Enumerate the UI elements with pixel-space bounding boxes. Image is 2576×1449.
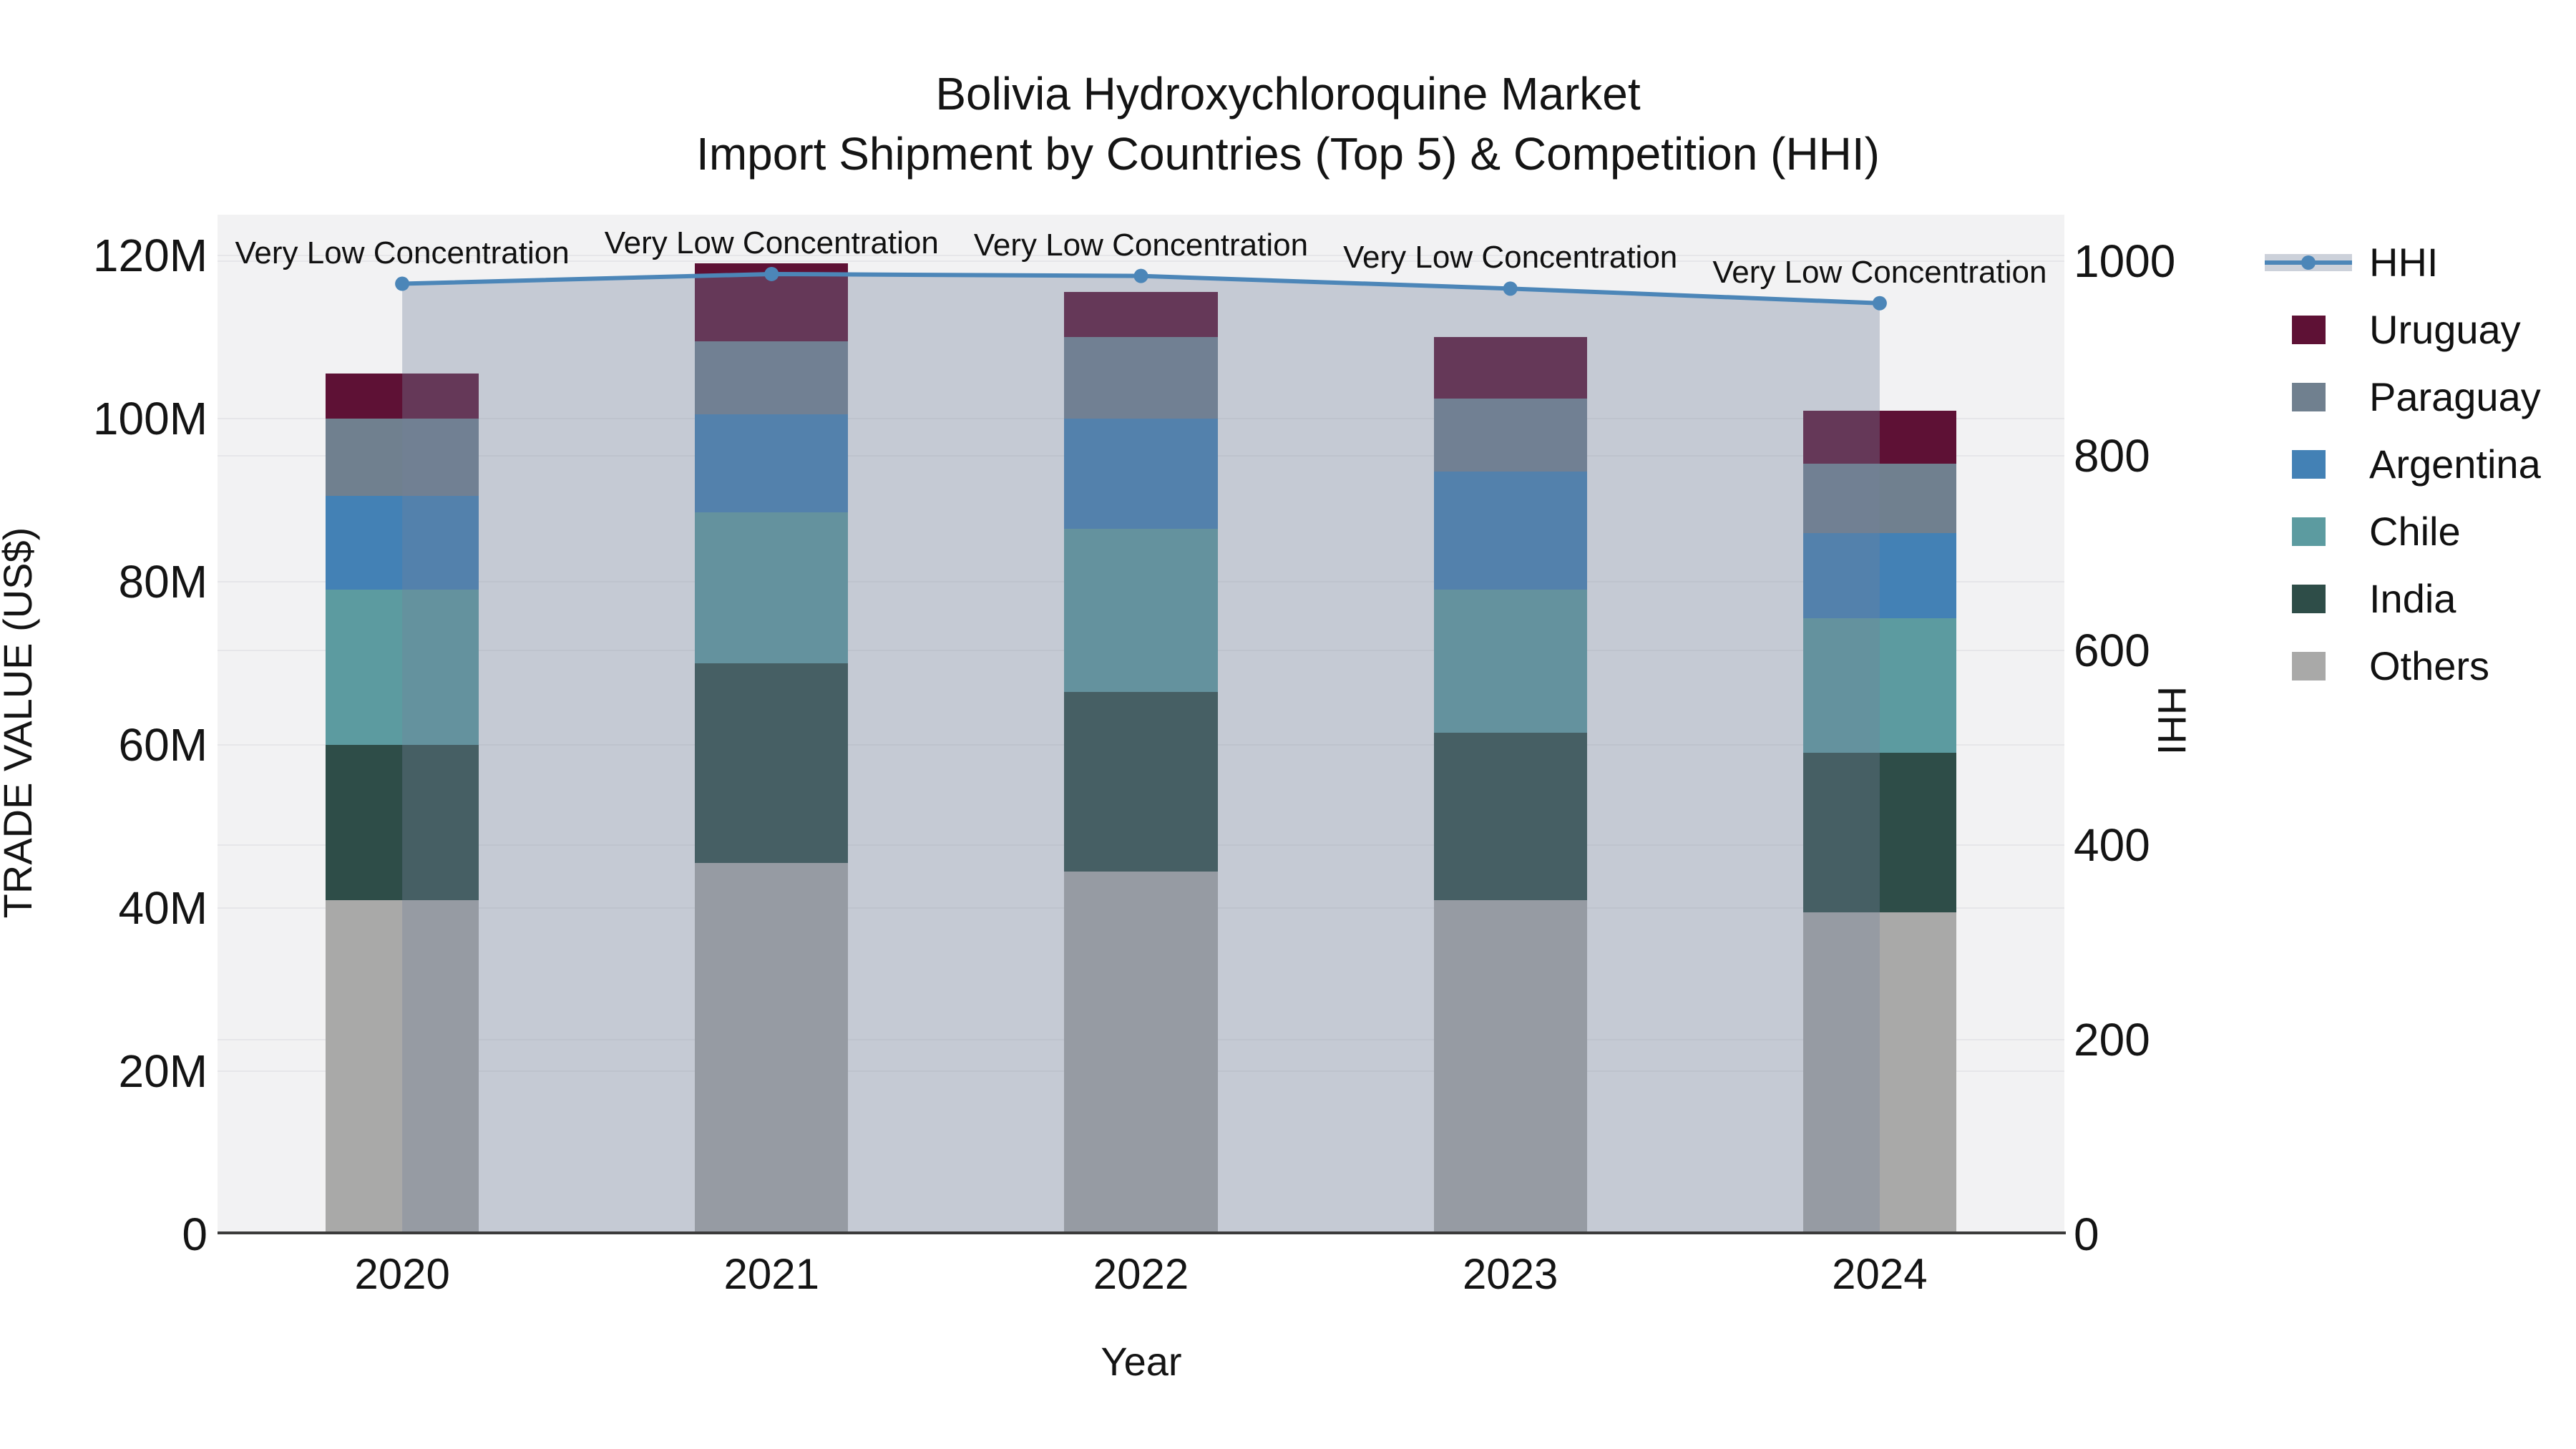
legend-label-hhi: HHI [2369,240,2439,285]
others-color-swatch [2265,652,2352,680]
bar-segment-2022-others[interactable] [1064,871,1218,1234]
chile-color-swatch [2265,517,2352,546]
legend-label-chile: Chile [2369,509,2461,554]
bar-segment-2024-chile[interactable] [1802,618,1956,753]
annotation-2022: Very Low Concentration [973,227,1309,263]
legend: HHI Uruguay Paraguay Argentina Chile India Oth… [2265,229,2541,700]
x-tick-2021: 2021 [723,1250,820,1298]
legend-label-argentina: Argentina [2369,441,2541,487]
bar-segment-2020-argentina[interactable] [325,496,479,590]
legend-item-hhi[interactable]: HHI [2265,229,2541,296]
y-left-tick-60M: 60M [118,719,208,771]
y-axis-right-title: HHI [2150,686,2195,756]
x-tick-2022: 2022 [1093,1250,1189,1298]
bar-segment-2024-argentina[interactable] [1802,532,1956,619]
chile-swatch-icon [2291,517,2326,546]
bar-segment-2021-others[interactable] [695,863,849,1234]
y-right-tick-400: 400 [2074,819,2150,872]
argentina-swatch-icon [2291,450,2326,479]
bar-segment-2021-india[interactable] [695,663,849,864]
bar-segment-2020-others[interactable] [325,899,479,1234]
annotation-2023: Very Low Concentration [1343,240,1678,275]
legend-item-india[interactable]: India [2265,565,2541,633]
hhi-point-2024[interactable] [1872,296,1887,311]
bar-segment-2024-uruguay[interactable] [1802,410,1956,464]
bar-segment-2022-chile[interactable] [1064,528,1218,692]
y-right-tick-600: 600 [2074,625,2150,677]
y-right-tick-800: 800 [2074,430,2150,482]
bar-segment-2022-uruguay[interactable] [1064,292,1218,337]
y-axis-left-title: TRADE VALUE (US$) [0,527,40,919]
india-swatch-icon [2291,585,2326,613]
y-right-tick-200: 200 [2074,1014,2150,1066]
bar-segment-2020-uruguay[interactable] [325,374,479,419]
bar-segment-2023-chile[interactable] [1433,590,1587,733]
bar-segment-2023-india[interactable] [1433,732,1587,900]
y-left-tick-20M: 20M [118,1045,208,1097]
bar-segment-2024-paraguay[interactable] [1802,463,1956,533]
bar-segment-2020-paraguay[interactable] [325,419,479,497]
legend-item-argentina[interactable]: Argentina [2265,431,2541,498]
hhi-line-legend-icon [2265,254,2352,271]
y-left-tick-40M: 40M [118,882,208,934]
legend-label-india: India [2369,576,2457,621]
x-axis-title: Year [1101,1339,1182,1384]
y-right-tick-0: 0 [2074,1209,2099,1260]
hhi-line-legend-marker [2301,255,2316,270]
gridline-trade-120M [218,255,2064,256]
bar-segment-2020-india[interactable] [325,745,479,900]
hhi-point-2022[interactable] [1133,268,1148,283]
argentina-color-swatch [2265,450,2352,479]
chart-title-line2: Import Shipment by Countries (Top 5) & C… [696,128,1880,180]
x-tick-2023: 2023 [1462,1250,1558,1298]
x-tick-2020: 2020 [354,1250,450,1298]
legend-item-paraguay[interactable]: Paraguay [2265,364,2541,431]
annotation-2021: Very Low Concentration [604,225,939,260]
x-axis-line [218,1231,2066,1234]
hhi-point-2020[interactable] [395,276,410,291]
annotation-2020: Very Low Concentration [235,235,570,270]
bar-segment-2021-uruguay[interactable] [695,263,849,341]
bar-segment-2022-argentina[interactable] [1064,419,1218,529]
bar-segment-2022-india[interactable] [1064,691,1218,872]
annotation-2024: Very Low Concentration [1712,254,2047,290]
legend-item-uruguay[interactable]: Uruguay [2265,296,2541,364]
uruguay-color-swatch [2265,316,2352,344]
y-left-tick-100M: 100M [92,393,208,444]
gridline-hhi-1000 [218,260,2064,263]
chart-title: Bolivia Hydroxychloroquine Market Import… [0,69,2576,179]
y-left-tick-0: 0 [182,1209,208,1260]
india-color-swatch [2265,585,2352,613]
bar-segment-2020-chile[interactable] [325,590,479,745]
hhi-point-2023[interactable] [1503,281,1518,296]
bar-segment-2023-others[interactable] [1433,899,1587,1234]
y-left-tick-80M: 80M [118,556,208,608]
legend-item-others[interactable]: Others [2265,633,2541,700]
chart-title-line1: Bolivia Hydroxychloroquine Market [935,68,1641,119]
y-left-tick-120M: 120M [92,230,208,281]
bar-segment-2021-paraguay[interactable] [695,341,849,415]
hhi-area-legend-band [2265,254,2352,271]
bar-segment-2023-uruguay[interactable] [1433,337,1587,399]
legend-label-uruguay: Uruguay [2369,307,2521,352]
bar-segment-2024-others[interactable] [1802,912,1956,1234]
bar-segment-2024-india[interactable] [1802,753,1956,912]
paraguay-color-swatch [2265,383,2352,411]
others-swatch-icon [2291,652,2326,680]
bar-segment-2021-chile[interactable] [695,512,849,663]
y-right-tick-1000: 1000 [2074,235,2176,288]
x-tick-2024: 2024 [1832,1250,1928,1298]
legend-item-chile[interactable]: Chile [2265,498,2541,565]
legend-label-paraguay: Paraguay [2369,374,2541,419]
bar-segment-2023-paraguay[interactable] [1433,398,1587,472]
plot-area [218,215,2064,1234]
paraguay-swatch-icon [2291,383,2326,411]
bar-segment-2021-argentina[interactable] [695,414,849,513]
bar-segment-2022-paraguay[interactable] [1064,337,1218,419]
bar-segment-2023-argentina[interactable] [1433,472,1587,590]
uruguay-swatch-icon [2291,316,2326,344]
legend-label-others: Others [2369,643,2490,688]
